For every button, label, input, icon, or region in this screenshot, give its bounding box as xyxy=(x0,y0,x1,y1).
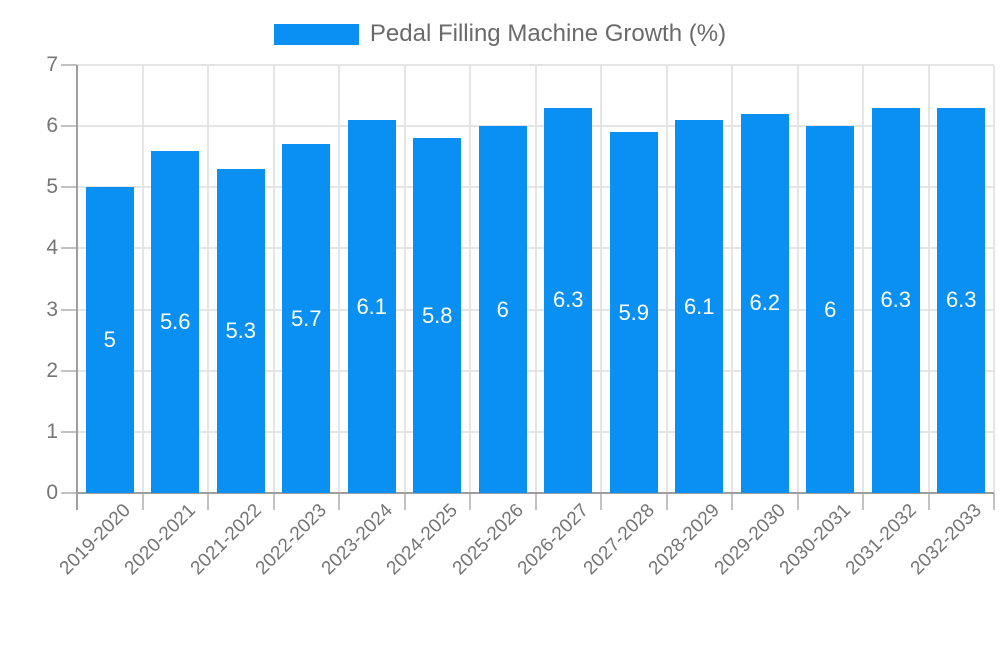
x-tick xyxy=(534,493,537,510)
x-tick xyxy=(731,493,733,510)
x-tick xyxy=(927,493,930,510)
x-tick xyxy=(141,493,144,510)
v-gridline xyxy=(272,65,275,493)
bar[interactable] xyxy=(609,132,658,493)
y-tick xyxy=(61,369,77,372)
x-tick xyxy=(665,493,668,510)
y-tick xyxy=(61,492,77,494)
bar-value-label: 5.9 xyxy=(618,299,650,325)
y-axis-label: 0 xyxy=(46,481,58,504)
v-gridline xyxy=(338,65,340,493)
bar[interactable] xyxy=(937,107,986,493)
y-axis-label: 3 xyxy=(46,297,58,321)
legend-item[interactable]: Pedal Filling Machine Growth (%) xyxy=(273,20,727,48)
bar[interactable] xyxy=(806,126,855,493)
y-axis-label: 2 xyxy=(46,358,58,382)
y-tick xyxy=(61,125,77,128)
bar-value-label: 6.1 xyxy=(356,293,388,319)
y-tick xyxy=(61,186,77,189)
y-axis-label: 1 xyxy=(46,419,58,443)
bar-value-label: 5.6 xyxy=(159,308,191,334)
bar-value-label: 6.3 xyxy=(552,287,584,313)
bar-value-label: 6.1 xyxy=(683,293,715,319)
y-axis-label: 6 xyxy=(46,114,58,138)
bar[interactable] xyxy=(413,138,462,493)
y-axis-label: 4 xyxy=(46,236,58,260)
x-axis-line xyxy=(76,492,994,494)
bar-value-label: 6.3 xyxy=(880,287,912,313)
v-gridline xyxy=(469,65,471,493)
v-gridline xyxy=(534,65,537,493)
bar[interactable] xyxy=(282,144,331,493)
bar-value-label: 5.7 xyxy=(290,305,322,331)
x-tick xyxy=(207,493,209,510)
bar[interactable] xyxy=(478,126,527,493)
x-tick xyxy=(796,493,799,510)
v-gridline xyxy=(993,65,995,493)
x-tick xyxy=(993,493,995,510)
bar-value-label: 6 xyxy=(496,296,509,322)
legend-swatch xyxy=(273,23,359,45)
y-tick xyxy=(61,247,77,250)
bar-value-label: 5.3 xyxy=(225,317,257,343)
bar-value-label: 5 xyxy=(103,327,116,353)
y-axis-line xyxy=(76,65,78,510)
bar[interactable] xyxy=(85,187,134,493)
bar-value-label: 5.8 xyxy=(421,302,453,328)
bar[interactable] xyxy=(216,168,265,493)
v-gridline xyxy=(403,65,406,493)
v-gridline xyxy=(141,65,144,493)
y-axis-label: 5 xyxy=(46,175,58,199)
y-axis-label: 7 xyxy=(46,53,58,76)
x-tick xyxy=(469,493,471,510)
v-gridline xyxy=(600,65,602,493)
bar[interactable] xyxy=(347,120,396,493)
x-tick xyxy=(272,493,275,510)
bar-value-label: 6.3 xyxy=(945,287,977,313)
y-tick xyxy=(61,308,77,311)
v-gridline xyxy=(862,65,864,493)
bar-chart: Pedal Filling Machine Growth (%) 0 1 2 3 4 5 6… xyxy=(0,20,1000,579)
bar-value-label: 6.2 xyxy=(749,290,781,316)
bar[interactable] xyxy=(544,107,593,493)
v-gridline xyxy=(927,65,930,493)
x-tick xyxy=(403,493,406,510)
v-gridline xyxy=(207,65,209,493)
y-tick xyxy=(61,430,77,433)
x-tick xyxy=(338,493,340,510)
legend-label: Pedal Filling Machine Growth (%) xyxy=(369,20,727,47)
x-tick xyxy=(600,493,602,510)
v-gridline xyxy=(665,65,668,493)
v-gridline xyxy=(731,65,733,493)
bar[interactable] xyxy=(151,150,200,493)
bar[interactable] xyxy=(740,113,789,493)
legend: Pedal Filling Machine Growth (%) xyxy=(0,20,1000,48)
bar-value-label: 6 xyxy=(824,296,837,322)
y-tick xyxy=(61,64,77,66)
bar[interactable] xyxy=(675,120,724,493)
v-gridline xyxy=(796,65,799,493)
x-tick xyxy=(862,493,864,510)
bar[interactable] xyxy=(871,107,920,493)
